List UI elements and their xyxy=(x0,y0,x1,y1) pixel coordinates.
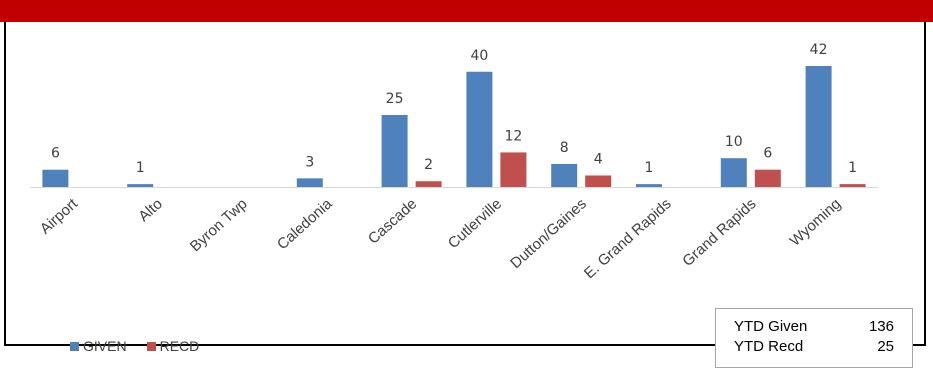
chart-legend: GIVEN RECD xyxy=(70,338,199,354)
bar-given-e-grand-rapids xyxy=(636,184,662,187)
bar-recd-wyoming xyxy=(839,184,866,187)
ytd-recd-value: 25 xyxy=(877,338,894,355)
ytd-given-row: YTD Given 136 xyxy=(734,318,894,336)
data-label-given-dutton-gaines: 8 xyxy=(560,140,569,156)
header-banner xyxy=(0,0,933,22)
data-label-recd-cascade: 2 xyxy=(424,157,433,173)
x-tick-label-byron-twp: Byron Twp xyxy=(187,195,251,255)
legend-label-recd: RECD xyxy=(159,338,200,354)
legend-swatch-recd xyxy=(146,341,156,351)
data-label-given-airport: 6 xyxy=(51,146,60,162)
x-tick-label-e-grand-rapids: E. Grand Rapids xyxy=(581,195,675,282)
ytd-given-value: 136 xyxy=(868,318,894,335)
ytd-recd-row: YTD Recd 25 xyxy=(734,338,894,356)
bar-given-alto xyxy=(127,184,154,187)
ytd-summary-box: YTD Given 136 YTD Recd 25 xyxy=(715,308,913,368)
bar-chart: 6 Airport 1 Alto Byron Twp 3 Caledonia 25 2 Casca… xyxy=(30,42,878,282)
data-label-recd-cutlerville: 12 xyxy=(504,128,522,144)
x-tick-label-grand-rapids: Grand Rapids xyxy=(679,195,759,270)
data-label-recd-dutton-gaines: 4 xyxy=(594,151,603,167)
bar-given-wyoming xyxy=(805,66,832,187)
ytd-recd-label: YTD Recd xyxy=(734,338,804,355)
x-tick-label-caledonia: Caledonia xyxy=(274,195,336,253)
bar-recd-grand-rapids xyxy=(754,169,781,187)
legend-item-recd: RECD xyxy=(146,338,200,354)
bar-given-caledonia xyxy=(296,178,323,187)
data-label-given-caledonia: 3 xyxy=(305,154,314,170)
x-tick-label-alto: Alto xyxy=(135,195,166,225)
chart-frame: 6 Airport 1 Alto Byron Twp 3 Caledonia 25 2 Casca… xyxy=(4,22,926,368)
x-tick-label-cutlerville: Cutlerville xyxy=(445,195,505,252)
x-tick-label-airport: Airport xyxy=(37,195,82,238)
bar-recd-dutton-gaines xyxy=(585,175,612,187)
legend-item-given: GIVEN xyxy=(70,338,127,354)
data-label-recd-wyoming: 1 xyxy=(848,160,857,176)
bar-given-cascade xyxy=(381,114,408,187)
x-tick-label-cascade: Cascade xyxy=(365,195,420,247)
data-label-given-cutlerville: 40 xyxy=(470,48,488,64)
data-label-given-cascade: 25 xyxy=(386,91,404,107)
x-tick-label-wyoming: Wyoming xyxy=(787,195,845,249)
bar-recd-cascade xyxy=(415,181,442,187)
bar-given-grand-rapids xyxy=(720,158,747,187)
legend-swatch-given xyxy=(70,341,79,351)
ytd-given-label: YTD Given xyxy=(734,318,808,335)
data-label-given-grand-rapids: 10 xyxy=(725,134,743,150)
bar-given-cutlerville xyxy=(466,71,493,187)
bar-given-dutton-gaines xyxy=(551,163,578,187)
legend-label-given: GIVEN xyxy=(83,338,127,354)
data-label-given-e-grand-rapids: 1 xyxy=(645,160,654,176)
bar-recd-cutlerville xyxy=(500,152,527,187)
data-label-given-alto: 1 xyxy=(136,160,145,176)
x-tick-label-dutton-gaines: Dutton/Gaines xyxy=(507,195,590,272)
data-label-given-wyoming: 42 xyxy=(810,42,828,58)
bar-given-airport xyxy=(42,169,69,187)
data-label-recd-grand-rapids: 6 xyxy=(763,146,772,162)
